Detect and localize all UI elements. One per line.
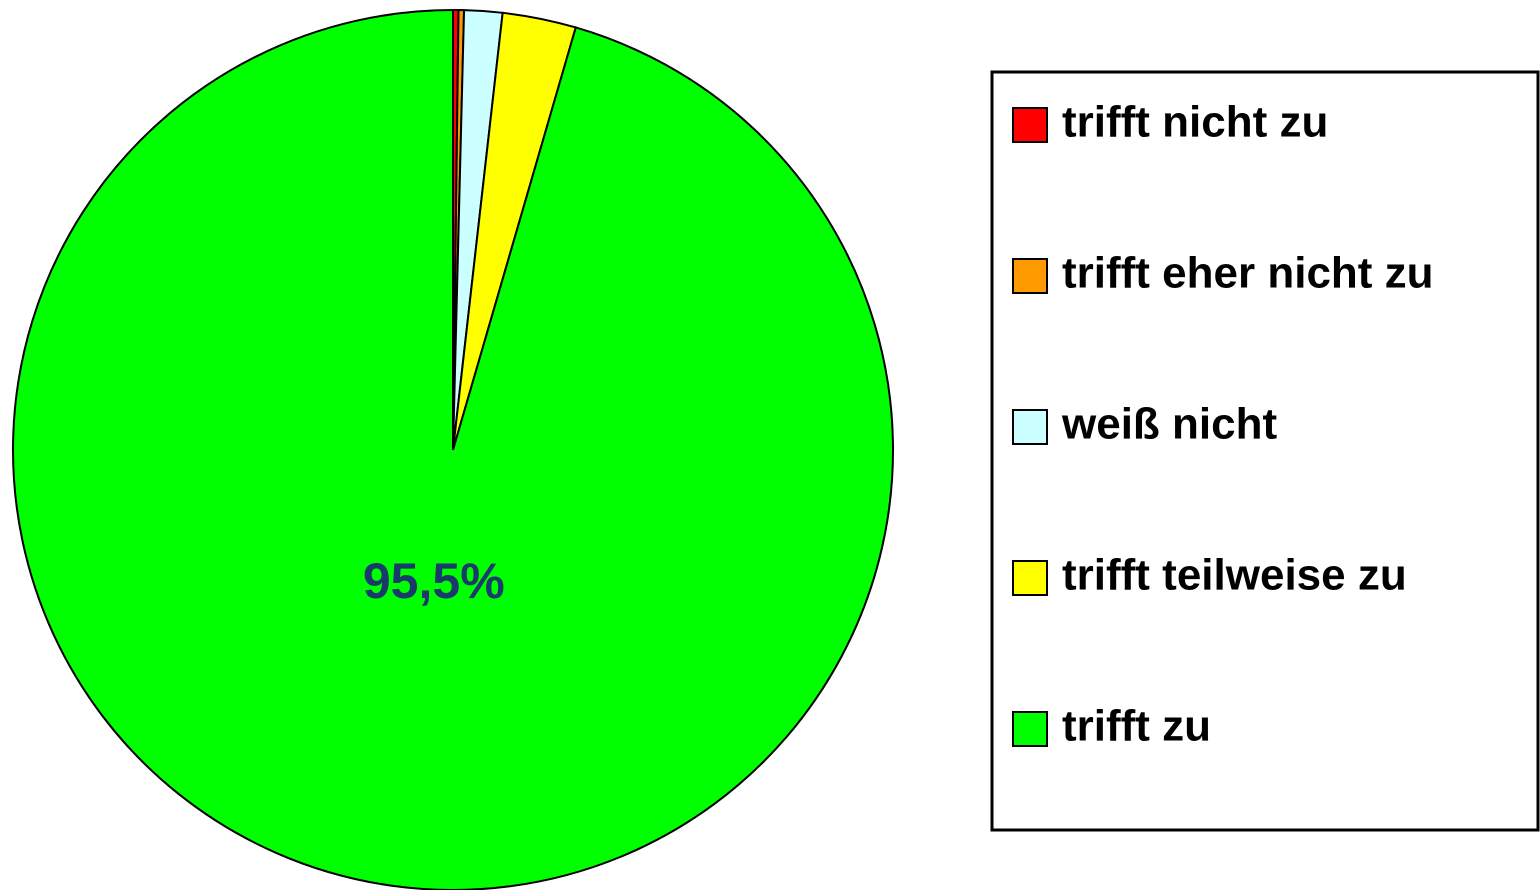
legend-swatch bbox=[1012, 409, 1048, 445]
pie-slice bbox=[12, 8, 894, 890]
legend-box bbox=[990, 70, 1540, 832]
data-label: 95,5% bbox=[363, 553, 505, 609]
legend-label: trifft zu bbox=[1062, 702, 1211, 751]
legend-swatch bbox=[1012, 107, 1048, 143]
legend-label: trifft eher nicht zu bbox=[1062, 249, 1434, 298]
legend-swatch bbox=[1012, 560, 1048, 596]
legend-label: weiß nicht bbox=[1061, 400, 1277, 449]
legend-label: trifft teilweise zu bbox=[1062, 551, 1407, 600]
legend-swatch bbox=[1012, 258, 1048, 294]
legend-label: trifft nicht zu bbox=[1062, 98, 1328, 147]
legend-swatch bbox=[1012, 711, 1048, 747]
